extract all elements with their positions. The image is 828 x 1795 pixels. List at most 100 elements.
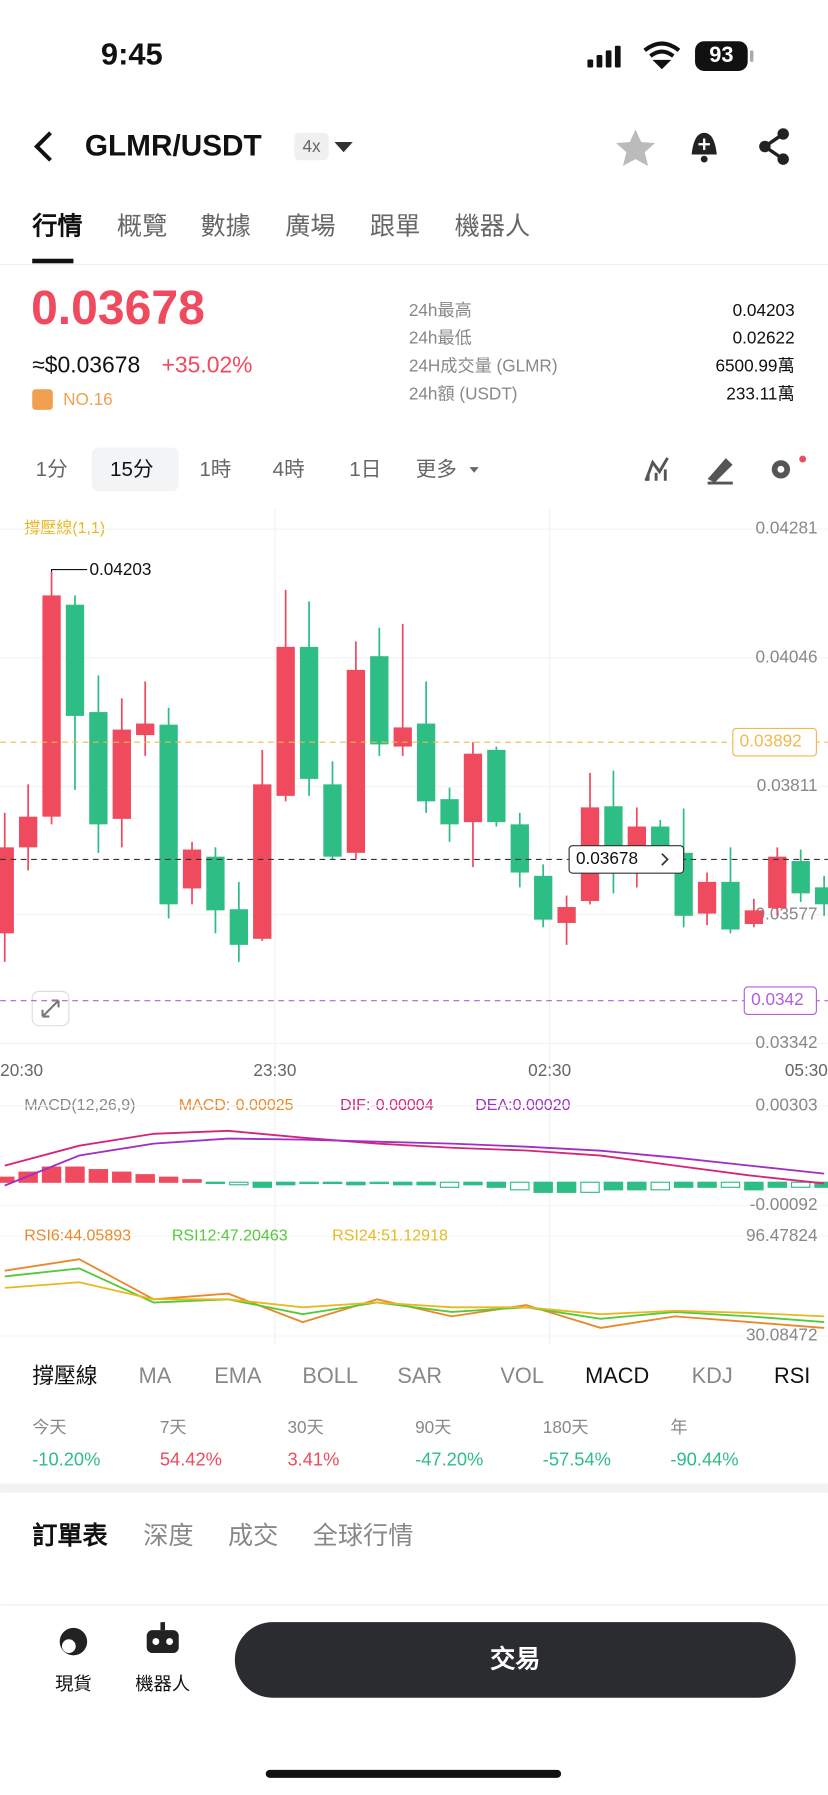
perf-value: -90.44%	[670, 1449, 738, 1470]
tab[interactable]: 跟單	[370, 212, 420, 240]
interval[interactable]: 15分	[110, 458, 154, 481]
macd-bar	[650, 1181, 670, 1191]
price-change: +35.02%	[162, 351, 253, 377]
macd-bar	[392, 1181, 413, 1186]
indicator-tab[interactable]: BOLL	[302, 1363, 358, 1388]
resistance-box	[743, 986, 817, 1016]
indicator-label: 撐壓線(1,1)	[24, 519, 105, 537]
candle-body	[323, 784, 342, 857]
tab[interactable]: 概覽	[117, 212, 167, 240]
dif-value: DIF:-0.00004	[340, 1096, 434, 1114]
macd-bar	[744, 1181, 764, 1191]
macd-line	[4, 1129, 825, 1185]
bottom-tab[interactable]: 訂單表	[32, 1521, 108, 1550]
more-arrow[interactable]	[469, 467, 479, 473]
nav-label[interactable]: 現貨	[55, 1673, 92, 1694]
max-label: 0.04203	[89, 559, 151, 579]
expand-icon	[41, 999, 60, 1018]
indicator-tab[interactable]: 撐壓線	[32, 1363, 97, 1388]
interval[interactable]: 1分	[36, 458, 68, 481]
macd-bar	[790, 1181, 811, 1188]
macd-bar	[580, 1181, 600, 1193]
macd-bar	[486, 1181, 507, 1188]
macd-bar	[18, 1171, 38, 1183]
max-pointer	[50, 568, 88, 572]
macd-bar	[439, 1181, 460, 1188]
y-tick-label: 0.03577	[756, 903, 818, 923]
last-price-label: 0.03678	[576, 848, 638, 868]
macd-bar	[229, 1181, 249, 1186]
interval[interactable]: 1日	[349, 458, 381, 481]
bottom-tab[interactable]: 成交	[228, 1522, 278, 1550]
indicator-tab[interactable]: MA	[139, 1363, 172, 1388]
indicator-tab[interactable]: EMA	[214, 1363, 262, 1388]
macd-tick-label: 0.00303	[756, 1094, 818, 1114]
candle-body	[697, 881, 717, 914]
perf-value: -57.54%	[543, 1449, 611, 1470]
indicator-tab[interactable]: KDJ	[692, 1363, 733, 1388]
candle-body	[182, 849, 202, 889]
indicator-tab[interactable]: RSI	[774, 1363, 810, 1388]
candle-body	[159, 724, 178, 905]
chart-style-icon[interactable]	[644, 457, 669, 482]
x-tick-label: 20:30	[0, 1060, 43, 1080]
rsi-line	[4, 1281, 825, 1318]
stat-value: 0.02622	[733, 328, 795, 348]
interval[interactable]: 4時	[273, 458, 305, 481]
dea-value: DEA:0.00020	[475, 1096, 570, 1114]
macd-bar	[112, 1171, 132, 1183]
usd-price: ≈$0.03678	[32, 351, 140, 377]
interval[interactable]: 1時	[199, 458, 231, 481]
macd-bar	[369, 1181, 390, 1185]
indicator-tab[interactable]: VOL	[500, 1363, 544, 1388]
nav-label[interactable]: 機器人	[135, 1673, 190, 1694]
favorite-icon[interactable]	[616, 129, 655, 166]
bot-icon[interactable]	[146, 1622, 179, 1654]
spot-icon[interactable]	[59, 1627, 88, 1656]
perf-period: 30天	[288, 1417, 324, 1437]
candle-body	[791, 861, 810, 894]
interval[interactable]: 更多	[416, 458, 457, 481]
alert-icon[interactable]	[691, 132, 717, 163]
resistance-label: 0.0342	[751, 989, 803, 1009]
macd-bar	[416, 1181, 436, 1186]
macd-bar	[346, 1181, 366, 1186]
indicator-tab[interactable]: MACD	[585, 1363, 649, 1388]
macd-bar	[510, 1181, 530, 1191]
candle-body	[65, 604, 85, 716]
tab[interactable]: 行情	[31, 212, 82, 240]
share-icon[interactable]	[759, 128, 789, 165]
trade-button[interactable]	[234, 1622, 796, 1698]
tab[interactable]: 機器人	[455, 212, 531, 240]
last-price-arrow	[661, 853, 669, 866]
tab[interactable]: 數據	[201, 212, 251, 240]
trade-label[interactable]: 交易	[490, 1645, 540, 1674]
candle-body	[534, 875, 553, 920]
bottom-tab[interactable]: 全球行情	[313, 1522, 414, 1550]
macd-bar	[88, 1169, 109, 1183]
candle-body	[42, 595, 61, 817]
bottom-tab[interactable]: 深度	[143, 1522, 193, 1550]
macd-bar	[252, 1181, 272, 1188]
indicator-tab[interactable]: SAR	[397, 1363, 442, 1388]
rsi-tick-label: 30.08472	[746, 1324, 818, 1344]
tab[interactable]: 廣場	[285, 212, 335, 240]
macd-bar	[65, 1166, 85, 1183]
candle-body	[744, 910, 764, 925]
macd-bar	[603, 1181, 624, 1191]
dropdown-arrow[interactable]	[334, 141, 353, 153]
candle-body	[487, 749, 506, 823]
perf-period: 90天	[415, 1417, 451, 1437]
macd-label: MACD(12,26,9)	[24, 1096, 135, 1114]
candle-body	[604, 806, 623, 857]
x-tick-label: 23:30	[253, 1060, 296, 1080]
candle-body	[136, 723, 155, 736]
macd-bar	[322, 1181, 343, 1185]
stat-value: 0.04203	[733, 300, 795, 320]
macd-bar	[673, 1181, 694, 1188]
stat-value: 233.11萬	[726, 383, 794, 403]
stat-label: 24h額 (USDT)	[409, 383, 518, 403]
last-price: 0.03678	[31, 281, 205, 335]
back-button[interactable]	[33, 131, 52, 162]
draw-icon[interactable]	[707, 458, 733, 485]
